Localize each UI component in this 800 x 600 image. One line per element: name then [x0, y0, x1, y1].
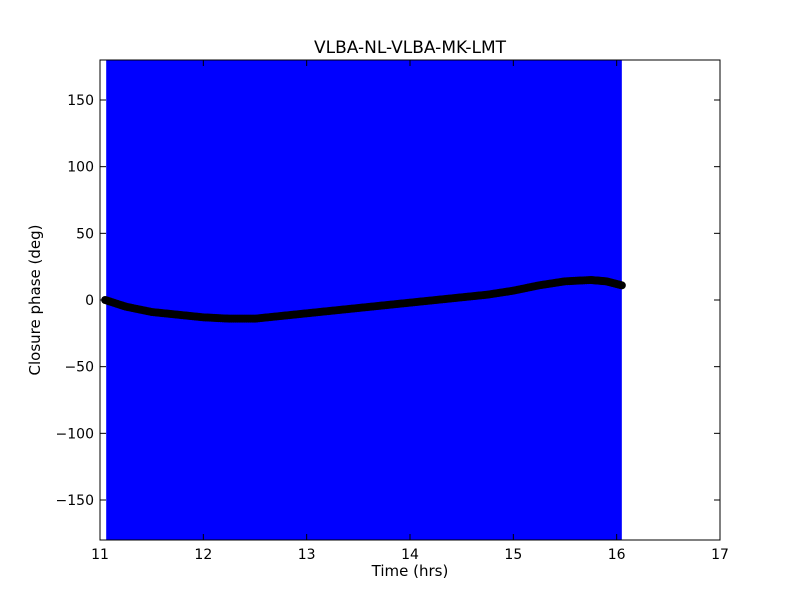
shaded-band — [106, 60, 622, 540]
data-point — [617, 281, 626, 290]
data-points — [101, 276, 626, 323]
y-axis-label: Closure phase (deg) — [26, 225, 44, 376]
y-tick-label: −50 — [64, 360, 94, 376]
y-tick-label: −150 — [56, 493, 94, 509]
y-tick-label: 50 — [76, 226, 94, 242]
x-tick-label: 15 — [504, 547, 522, 563]
plot-frame — [99, 59, 721, 541]
y-tick-label: 150 — [67, 93, 94, 109]
x-tick-label: 12 — [194, 547, 212, 563]
x-tick-label: 13 — [298, 547, 316, 563]
y-tick-label: 0 — [85, 293, 94, 309]
x-tick-label: 17 — [711, 547, 729, 563]
x-tick-label: 14 — [401, 547, 419, 563]
y-tick-label: −100 — [56, 426, 94, 442]
axis-ticks: 11 12 13 14 15 16 17 −150 −100 −50 0 50 100 150 — [56, 60, 729, 563]
x-tick-label: 16 — [608, 547, 626, 563]
chart-title: VLBA-NL-VLBA-MK-LMT — [314, 38, 507, 58]
y-tick-label: 100 — [67, 160, 94, 176]
x-axis-label: Time (hrs) — [371, 562, 449, 580]
x-tick-label: 11 — [91, 547, 109, 563]
